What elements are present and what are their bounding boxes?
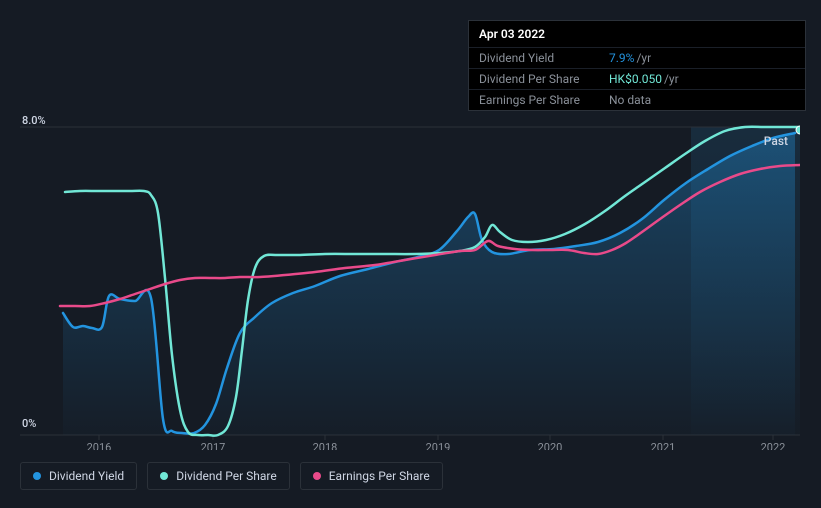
legend-label: Earnings Per Share — [329, 469, 430, 483]
svg-text:2020: 2020 — [538, 441, 563, 450]
svg-text:2019: 2019 — [426, 441, 451, 450]
chart-tooltip: Apr 03 2022 Dividend Yield7.9%/yrDividen… — [468, 20, 806, 111]
tooltip-row: Earnings Per ShareNo data — [469, 89, 805, 110]
tooltip-date: Apr 03 2022 — [469, 21, 805, 47]
svg-text:Past: Past — [764, 134, 788, 148]
svg-text:2017: 2017 — [201, 441, 226, 450]
svg-text:0%: 0% — [22, 417, 36, 430]
legend-label: Dividend Yield — [49, 469, 124, 483]
tooltip-value: No data — [609, 93, 651, 107]
tooltip-label: Earnings Per Share — [479, 93, 609, 107]
svg-text:8.0%: 8.0% — [22, 114, 46, 127]
tooltip-label: Dividend Per Share — [479, 72, 609, 86]
legend-item[interactable]: Earnings Per Share — [300, 462, 443, 490]
tooltip-row: Dividend Per ShareHK$0.050/yr — [469, 68, 805, 89]
svg-text:2022: 2022 — [761, 441, 786, 450]
legend-dot — [33, 472, 41, 480]
legend-item[interactable]: Dividend Per Share — [147, 462, 290, 490]
svg-text:2021: 2021 — [651, 441, 676, 450]
legend-label: Dividend Per Share — [176, 469, 277, 483]
tooltip-label: Dividend Yield — [479, 51, 609, 65]
legend-dot — [313, 472, 321, 480]
tooltip-value: 7.9% — [609, 51, 634, 65]
svg-text:2016: 2016 — [87, 441, 112, 450]
svg-text:2018: 2018 — [313, 441, 338, 450]
tooltip-value: HK$0.050 — [609, 72, 662, 86]
tooltip-suffix: /yr — [664, 72, 679, 86]
tooltip-suffix: /yr — [636, 51, 651, 65]
legend: Dividend Yield Dividend Per Share Earnings… — [20, 462, 443, 490]
legend-item[interactable]: Dividend Yield — [20, 462, 137, 490]
tooltip-row: Dividend Yield7.9%/yr — [469, 47, 805, 68]
legend-dot — [160, 472, 168, 480]
